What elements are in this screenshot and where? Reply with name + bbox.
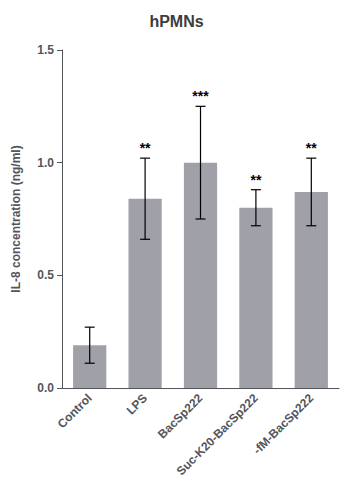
svg-text:Control: Control — [55, 391, 95, 431]
svg-text:0.5: 0.5 — [37, 268, 54, 282]
svg-text:**: ** — [140, 140, 151, 156]
svg-text:LPS: LPS — [124, 391, 150, 417]
svg-text:**: ** — [250, 172, 261, 188]
svg-text:hPMNs: hPMNs — [149, 13, 203, 30]
svg-text:Suc-K20-BacSp222: Suc-K20-BacSp222 — [174, 391, 261, 478]
svg-text:-fM-BacSp222: -fM-BacSp222 — [250, 391, 316, 457]
svg-text:1.0: 1.0 — [37, 156, 54, 170]
svg-text:IL-8 concentration (ng/ml): IL-8 concentration (ng/ml) — [9, 145, 23, 292]
svg-text:***: *** — [192, 88, 209, 104]
svg-text:0.0: 0.0 — [37, 381, 54, 395]
svg-text:**: ** — [306, 140, 317, 156]
svg-text:BacSp222: BacSp222 — [155, 391, 206, 442]
svg-text:1.5: 1.5 — [37, 43, 54, 57]
